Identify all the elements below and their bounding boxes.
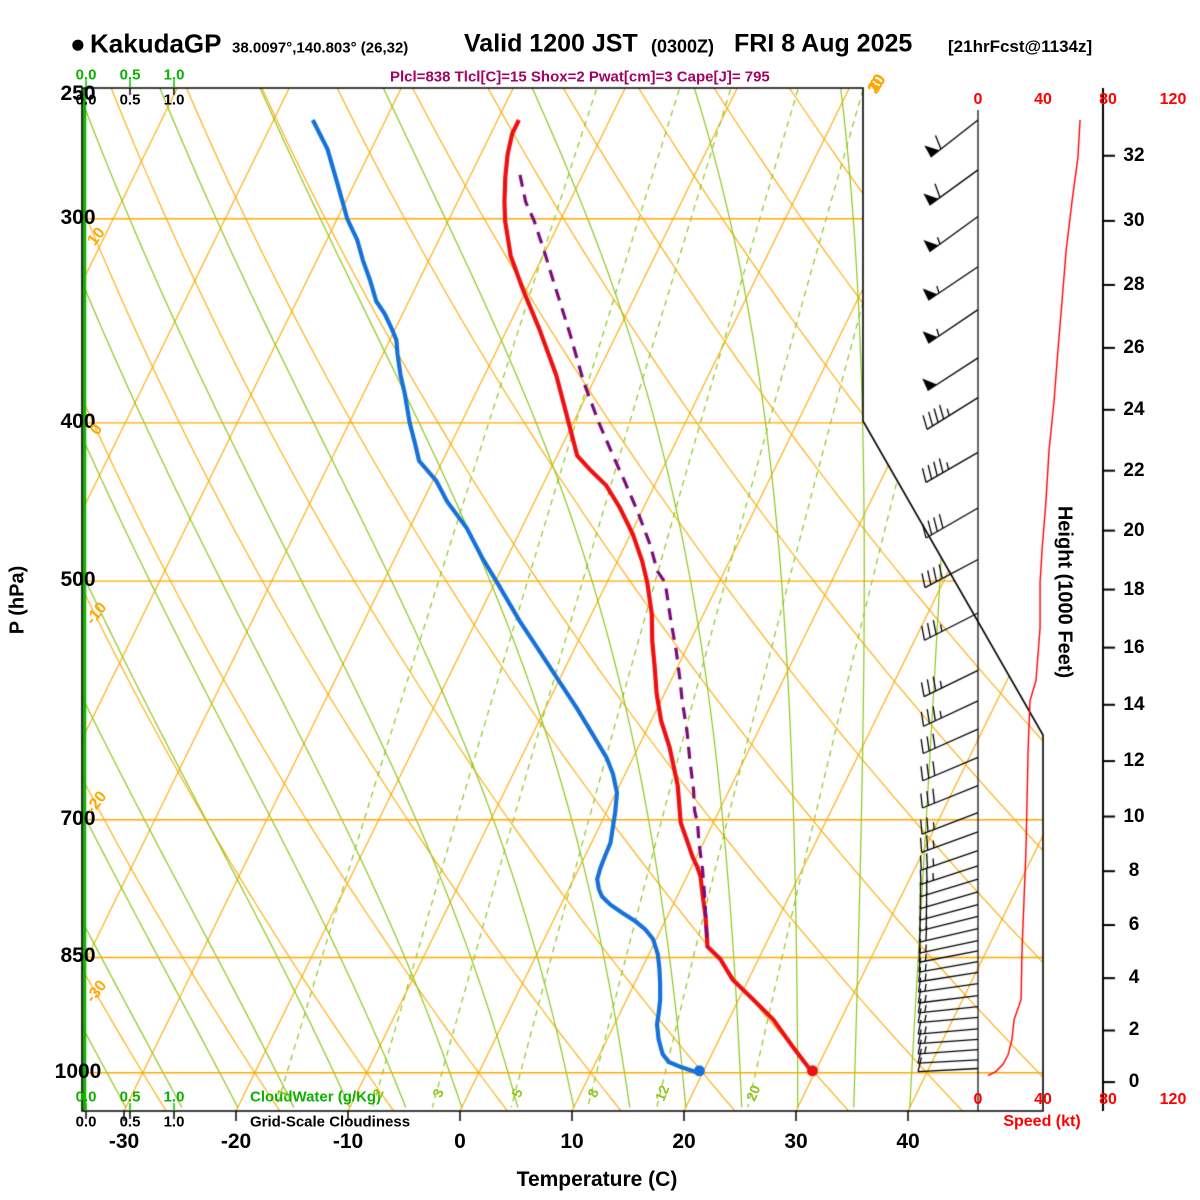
cloudwater-scale-label-bottom: 1.0	[163, 1088, 185, 1106]
height-axis-title: Height (1000 Feet)	[1053, 505, 1076, 679]
height-tick-label: 28	[1123, 273, 1145, 295]
pressure-tick-label: 500	[60, 568, 96, 592]
height-tick-label: 24	[1123, 398, 1145, 420]
speed-tick-label-bottom: 40	[1034, 1091, 1052, 1108]
pressure-axis-title: P (hPa)	[6, 565, 29, 635]
height-tick-label: 30	[1123, 209, 1145, 231]
cloudiness-scale-label-bottom: 0.0	[75, 1113, 97, 1131]
speed-tick-label-bottom: 0	[973, 1091, 983, 1108]
temperature-tick-label: -20	[220, 1130, 252, 1153]
cloudiness-scale-label-top: 0.0	[75, 91, 97, 109]
pressure-tick-label: 1000	[54, 1059, 102, 1083]
speed-tick-label-top: 120	[1159, 91, 1187, 108]
pressure-tick-label: 300	[60, 205, 96, 229]
speed-axis-title: Speed (kt)	[1003, 1113, 1081, 1130]
forecast-lead: [21hrFcst@1134z]	[948, 37, 1093, 56]
valid-zulu: (0300Z)	[651, 36, 715, 57]
height-tick-label: 26	[1123, 336, 1145, 358]
height-tick-label: 18	[1123, 578, 1145, 600]
cloudiness-scale-label-top: 1.0	[163, 91, 185, 109]
speed-tick-label-bottom: 120	[1159, 1091, 1187, 1108]
height-tick-label: 32	[1123, 144, 1145, 166]
cloudiness-scale-label-bottom: 0.5	[119, 1113, 141, 1131]
height-tick-label: 6	[1128, 914, 1140, 936]
temperature-tick-label: 0	[454, 1130, 466, 1153]
cloudiness-scale-label-bottom: 1.0	[163, 1113, 185, 1131]
valid-time: Valid 1200 JST	[464, 29, 638, 58]
station-name: KakudaGP	[90, 28, 222, 59]
sounding-parameters: Plcl=838 Tlcl[C]=15 Shox=2 Pwat[cm]=3 Ca…	[390, 68, 770, 86]
height-tick-label: 12	[1123, 750, 1145, 772]
speed-tick-label-top: 0	[973, 91, 983, 108]
height-tick-label: 4	[1128, 967, 1140, 989]
height-tick-label: 10	[1123, 805, 1145, 827]
cloudiness-axis-title: Grid-Scale Cloudiness	[250, 1113, 411, 1131]
pressure-tick-label: 250	[60, 82, 96, 106]
height-tick-label: 14	[1123, 693, 1145, 715]
cloudwater-scale-label-top: 1.0	[163, 66, 185, 84]
cloudwater-scale-label-bottom: 0.0	[75, 1088, 97, 1106]
valid-date: FRI 8 Aug 2025	[734, 29, 913, 58]
pressure-tick-label: 850	[60, 944, 96, 968]
height-tick-label: 2	[1128, 1019, 1140, 1041]
temperature-tick-label: 10	[560, 1130, 584, 1153]
height-tick-label: 22	[1123, 459, 1145, 481]
temperature-axis-title: Temperature (C)	[516, 1168, 678, 1191]
temperature-tick-label: -10	[332, 1130, 364, 1153]
cloudwater-scale-label-top: 0.5	[119, 66, 141, 84]
speed-tick-label-top: 40	[1034, 91, 1052, 108]
temperature-tick-label: 30	[784, 1130, 808, 1153]
cloudwater-scale-label-top: 0.0	[75, 66, 97, 84]
temperature-tick-label: 20	[672, 1130, 696, 1153]
pressure-tick-label: 400	[60, 409, 96, 433]
cloudiness-scale-label-top: 0.5	[119, 91, 141, 109]
speed-tick-label-bottom: 80	[1099, 1091, 1117, 1108]
pressure-tick-label: 700	[60, 806, 96, 830]
station-bullet-icon: ●	[70, 28, 86, 59]
station-coords: 38.0097°,140.803° (26,32)	[232, 39, 409, 57]
height-tick-label: 8	[1128, 860, 1140, 882]
cloudwater-scale-label-bottom: 0.5	[119, 1088, 141, 1106]
speed-tick-label-top: 80	[1099, 91, 1117, 108]
height-tick-label: 16	[1123, 636, 1145, 658]
temperature-tick-label: -30	[108, 1130, 140, 1153]
temperature-tick-label: 40	[896, 1130, 920, 1153]
cloudwater-axis-title: CloudWater (g/Kg)	[250, 1088, 382, 1106]
height-tick-label: 20	[1123, 519, 1145, 541]
height-tick-label: 0	[1128, 1071, 1140, 1093]
